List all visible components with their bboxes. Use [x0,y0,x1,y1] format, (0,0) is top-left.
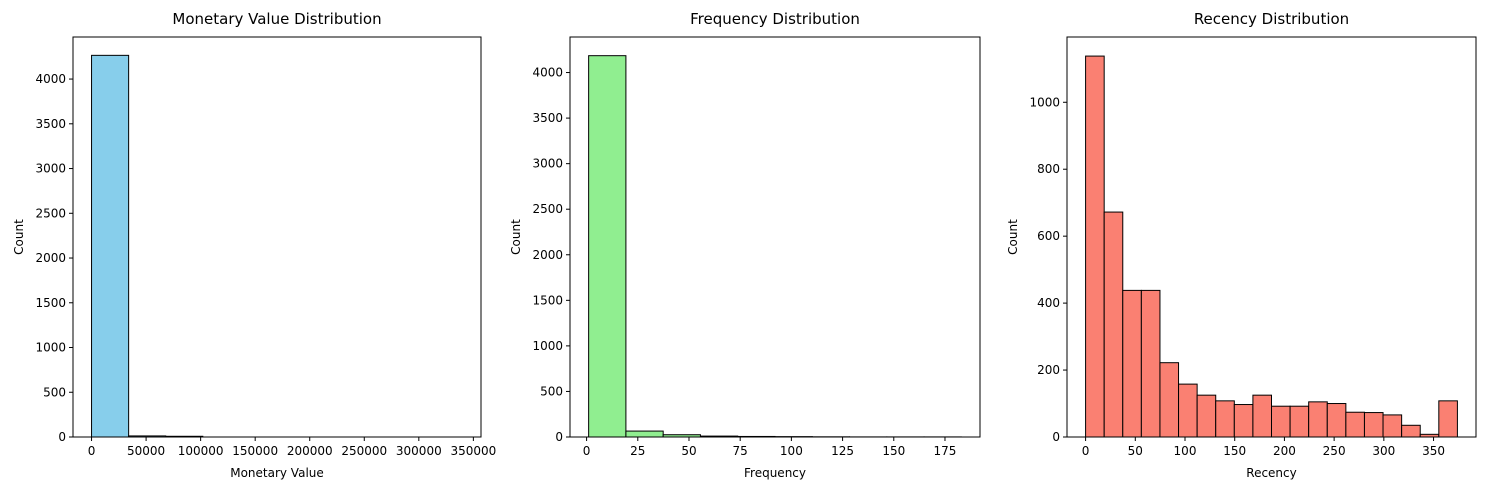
chart-1-x-label: Monetary Value [230,466,324,480]
chart-3: 0 50 100 150 200 250 300 350 0 200 400 600 800 1000 Re… [1006,10,1477,480]
chart-1-x-tick-label: 350000 [450,444,496,458]
chart-2: 0 25 50 75 100 125 150 175 0 500 1000 1500 2000 2500 3… [509,10,981,480]
chart-1-bar-1 [91,54,130,438]
chart-3-bar-11 [1271,405,1291,438]
chart-1-y-tick-label: 1500 [35,296,66,310]
chart-3-x-tick-label: 0 [1082,444,1090,458]
chart-2-x-tick-label: 25 [630,444,645,458]
chart-2-x-tick-label: 100 [780,444,803,458]
chart-1-y-tick-label: 4000 [35,72,66,86]
chart-1-y-tick-label: 3000 [35,162,66,176]
chart-3-title: Recency Distribution [1194,10,1349,28]
chart-1-x-tick-label: 250000 [341,444,387,458]
chart-3-bar-4 [1140,289,1161,438]
chart-2-x-tick-label: 0 [583,444,591,458]
chart-1-y-tick-label: 2500 [35,206,66,220]
chart-3-x-tick-label: 300 [1372,444,1395,458]
chart-2-y-tick-label: 3500 [532,111,563,125]
chart-3-y-tick-label: 800 [1037,162,1060,176]
chart-2-y-tick-label: 1000 [532,339,563,353]
chart-3-bar-8 [1215,400,1235,438]
chart-2-y-tick-label: 4000 [532,66,563,80]
chart-1-y-tick-label: 0 [58,430,66,444]
chart-2-y-tick-label: 0 [555,430,563,444]
chart-3-bar-7 [1196,394,1217,438]
chart-1-y-tick-label: 2000 [35,251,66,265]
chart-3-bar-10 [1252,394,1272,438]
chart-3-y-tick-label: 600 [1037,229,1060,243]
chart-1-x-tick-label: 150000 [232,444,278,458]
chart-3-y-label: Count [1006,219,1020,255]
chart-2-x-tick-label: 125 [831,444,854,458]
chart-2-x-label: Frequency [744,466,806,480]
chart-1-x-tick-label: 100000 [178,444,224,458]
chart-3-bar-1 [1085,55,1105,438]
chart-3-x-tick-label: 100 [1174,444,1197,458]
chart-1-y-tick-label: 500 [43,385,66,399]
chart-3-x-tick-label: 150 [1223,444,1246,458]
chart-3-y-tick-label: 1000 [1029,95,1060,109]
chart-2-y-tick-label: 3000 [532,157,563,171]
chart-3-x-tick-label: 250 [1323,444,1346,458]
chart-3-y-tick-label: 200 [1037,363,1060,377]
chart-3-y-tick-label: 400 [1037,296,1060,310]
chart-1-x-tick-label: 300000 [396,444,442,458]
chart-1-title: Monetary Value Distribution [172,10,381,28]
chart-3-bar-15 [1345,411,1365,438]
chart-3-bar-2 [1103,211,1124,438]
chart-2-y-label: Count [509,219,523,255]
chart-2-bar-1 [588,55,627,438]
chart-2-y-tick-label: 2000 [532,248,563,262]
chart-1-x-tick-label: 200000 [287,444,333,458]
chart-2-y-tick-label: 1500 [532,293,563,307]
chart-3-bar-13 [1308,401,1328,438]
chart-3-bar-18 [1401,424,1421,438]
chart-2-y-tick-label: 500 [540,384,563,398]
chart-2-x-tick-label: 150 [882,444,905,458]
chart-3-x-tick-label: 200 [1273,444,1296,458]
chart-1-x-tick-label: 50000 [127,444,165,458]
chart-3-bar-3 [1122,289,1142,438]
chart-2-x-tick-label: 50 [681,444,696,458]
chart-1-x-tick-label: 0 [88,444,96,458]
chart-3-x-label: Recency [1246,466,1296,480]
chart-2-title: Frequency Distribution [690,10,860,28]
chart-1-y-tick-label: 1000 [35,341,66,355]
chart-3-bar-16 [1363,412,1384,438]
chart-3-bar-6 [1178,383,1198,438]
chart-3-bar-5 [1159,362,1180,438]
chart-2-x-tick-label: 75 [733,444,748,458]
chart-2-y-tick-label: 2500 [532,202,563,216]
chart-2-x-tick-label: 175 [934,444,957,458]
chart-1-y-tick-label: 3500 [35,117,66,131]
chart-2-bar-2 [625,430,664,438]
chart-3-axes-frame [1066,36,1477,438]
chart-1-axes-frame [72,36,482,438]
chart-3-bar-17 [1382,414,1403,438]
chart-1-y-label: Count [12,219,26,255]
chart-2-axes-frame [569,36,981,438]
chart-3-x-tick-label: 350 [1422,444,1445,458]
chart-3-bar-14 [1326,403,1347,438]
chart-3-y-tick-label: 0 [1052,430,1060,444]
chart-3-bar-12 [1289,405,1310,438]
chart-3-bar-20 [1438,400,1458,438]
chart-1: 0 50000 100000 150000 200000 250000 300000 3500… [12,10,496,480]
chart-3-bar-9 [1233,404,1254,438]
chart-3-x-tick-label: 50 [1128,444,1143,458]
